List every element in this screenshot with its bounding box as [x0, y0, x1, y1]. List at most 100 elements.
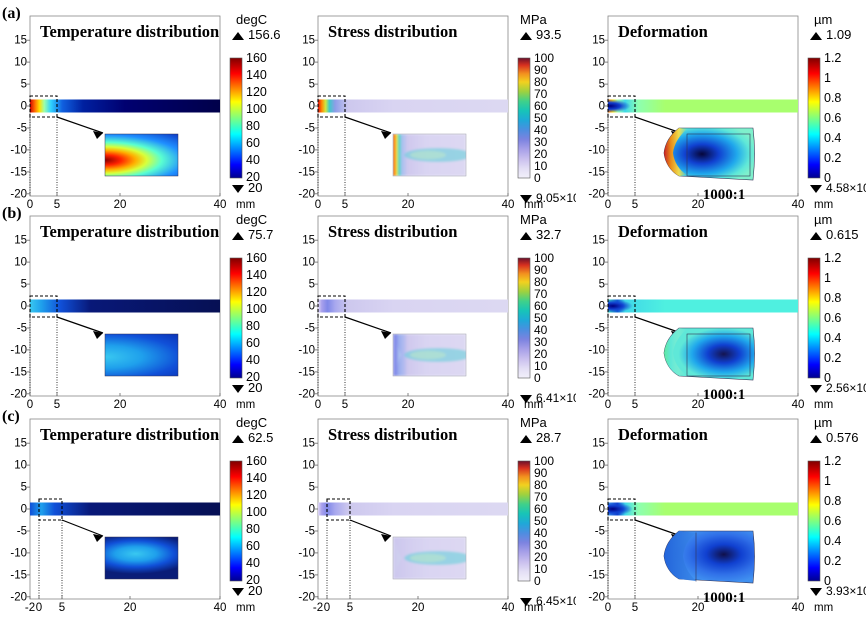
svg-text:40: 40 [246, 153, 260, 167]
svg-text:0.8: 0.8 [824, 494, 841, 508]
svg-text:-20: -20 [10, 188, 27, 200]
svg-text:0: 0 [599, 504, 605, 516]
svg-text:0: 0 [599, 101, 605, 113]
svg-text:140: 140 [246, 268, 267, 282]
svg-text:5: 5 [21, 279, 27, 291]
svg-text:-5: -5 [305, 123, 315, 135]
svg-text:-15: -15 [588, 366, 605, 378]
svg-text:0.576: 0.576 [826, 430, 859, 445]
svg-text:degC: degC [236, 12, 267, 27]
svg-text:140: 140 [246, 471, 267, 485]
svg-text:62.5: 62.5 [248, 430, 273, 445]
svg-text:-10: -10 [298, 344, 315, 356]
svg-text:10: 10 [302, 257, 315, 269]
svg-text:-10: -10 [10, 547, 27, 559]
svg-text:µm: µm [814, 415, 832, 430]
svg-text:0.615: 0.615 [826, 227, 859, 242]
svg-text:120: 120 [246, 285, 267, 299]
svg-text:5: 5 [599, 79, 605, 91]
svg-text:0.4: 0.4 [824, 131, 841, 145]
svg-text:2.56×10-3: 2.56×10-3 [826, 381, 866, 396]
svg-text:6.45×10-6: 6.45×10-6 [536, 594, 576, 609]
svg-text:-5: -5 [17, 526, 27, 538]
svg-text:1.2: 1.2 [824, 51, 841, 65]
svg-text:160: 160 [246, 454, 267, 468]
svg-text:0: 0 [309, 301, 315, 313]
svg-text:MPa: MPa [520, 12, 548, 27]
svg-text:1000:1: 1000:1 [703, 387, 746, 403]
svg-text:Temperature distribution: Temperature distribution [40, 425, 219, 444]
svg-text:10: 10 [592, 57, 605, 69]
svg-text:-20: -20 [298, 388, 315, 400]
svg-text:15: 15 [302, 235, 315, 247]
svg-text:80: 80 [246, 522, 260, 536]
svg-text:-20: -20 [298, 188, 315, 200]
svg-text:10: 10 [302, 460, 315, 472]
svg-text:-5: -5 [17, 323, 27, 335]
svg-text:MPa: MPa [520, 415, 548, 430]
svg-text:Stress distribution: Stress distribution [328, 222, 457, 241]
svg-text:Stress distribution: Stress distribution [328, 22, 457, 41]
svg-text:-10: -10 [298, 547, 315, 559]
svg-text:10: 10 [14, 57, 27, 69]
svg-text:0: 0 [36, 602, 42, 612]
svg-text:-10: -10 [298, 144, 315, 156]
svg-text:60: 60 [246, 136, 260, 150]
svg-text:0: 0 [309, 504, 315, 516]
svg-text:10: 10 [592, 460, 605, 472]
svg-text:5: 5 [599, 279, 605, 291]
svg-text:15: 15 [302, 438, 315, 450]
svg-text:0: 0 [309, 101, 315, 113]
svg-text:100: 100 [246, 505, 267, 519]
svg-text:6.41×10-6: 6.41×10-6 [536, 391, 576, 406]
svg-text:degC: degC [236, 212, 267, 227]
svg-text:75.7: 75.7 [248, 227, 273, 242]
svg-text:Deformation: Deformation [618, 222, 708, 241]
svg-text:-10: -10 [588, 344, 605, 356]
svg-text:80: 80 [246, 119, 260, 133]
svg-text:0: 0 [21, 301, 27, 313]
svg-text:0: 0 [21, 101, 27, 113]
svg-text:5: 5 [21, 79, 27, 91]
svg-text:1.2: 1.2 [824, 251, 841, 265]
svg-text:20: 20 [124, 602, 137, 612]
svg-text:15: 15 [592, 235, 605, 247]
svg-text:-15: -15 [298, 166, 315, 178]
svg-text:µm: µm [814, 212, 832, 227]
svg-text:-2: -2 [25, 602, 35, 612]
svg-text:-15: -15 [10, 366, 27, 378]
svg-text:mm: mm [814, 602, 833, 612]
svg-text:4.58×10-3: 4.58×10-3 [826, 181, 866, 196]
svg-text:-2: -2 [313, 602, 323, 612]
svg-text:-5: -5 [595, 323, 605, 335]
svg-text:mm: mm [236, 602, 255, 612]
svg-text:-15: -15 [298, 569, 315, 581]
svg-text:1.2: 1.2 [824, 454, 841, 468]
svg-text:0: 0 [599, 301, 605, 313]
svg-text:-10: -10 [10, 144, 27, 156]
svg-text:100: 100 [246, 102, 267, 116]
svg-text:0.2: 0.2 [824, 351, 841, 365]
svg-text:5: 5 [309, 79, 315, 91]
svg-text:15: 15 [302, 35, 315, 47]
svg-text:10: 10 [302, 57, 315, 69]
svg-text:40: 40 [246, 353, 260, 367]
svg-text:10: 10 [14, 460, 27, 472]
svg-text:(c): (c) [2, 408, 20, 425]
svg-text:156.6: 156.6 [248, 27, 281, 42]
svg-text:-20: -20 [588, 591, 605, 603]
svg-text:28.7: 28.7 [536, 430, 561, 445]
svg-text:0: 0 [21, 504, 27, 516]
svg-text:15: 15 [592, 438, 605, 450]
svg-text:-15: -15 [10, 166, 27, 178]
svg-text:µm: µm [814, 12, 832, 27]
svg-text:1000:1: 1000:1 [703, 590, 746, 606]
svg-text:15: 15 [14, 438, 27, 450]
svg-text:0.6: 0.6 [824, 111, 841, 125]
svg-text:100: 100 [246, 302, 267, 316]
svg-text:Deformation: Deformation [618, 425, 708, 444]
svg-text:(a): (a) [2, 5, 21, 22]
svg-text:0: 0 [605, 602, 611, 612]
svg-text:-5: -5 [305, 526, 315, 538]
svg-text:160: 160 [246, 51, 267, 65]
